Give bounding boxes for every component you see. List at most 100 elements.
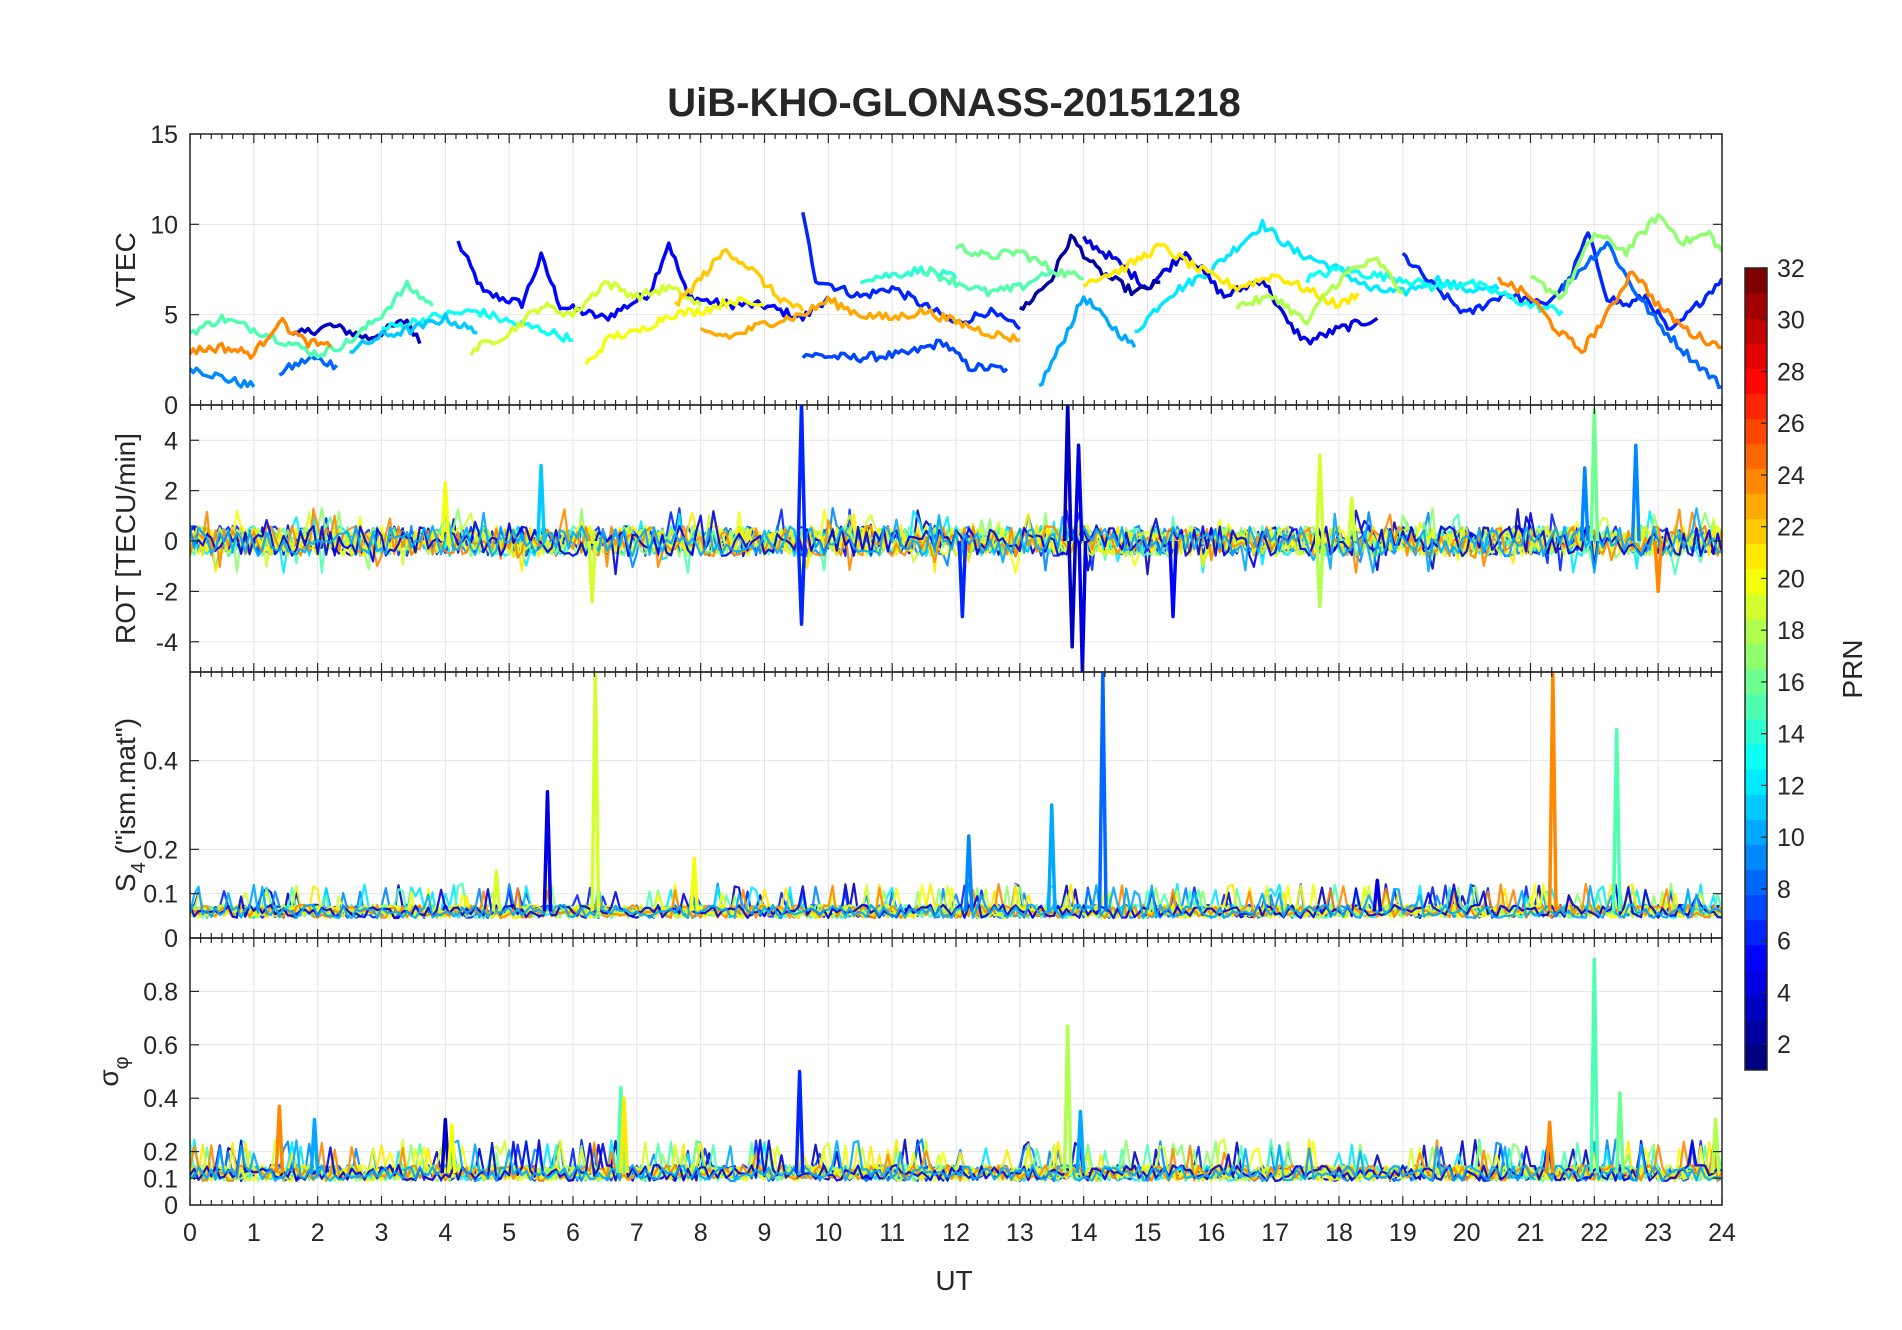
series-line — [1082, 242, 1360, 309]
series-line — [673, 248, 805, 312]
data-spike — [1075, 1109, 1086, 1174]
data-spike — [1630, 443, 1641, 542]
series-line — [380, 307, 574, 343]
data-spike — [1346, 496, 1357, 542]
x-tick-label: 2 — [311, 1219, 325, 1247]
colorbar-segment — [1745, 293, 1767, 319]
x-axis-label: UT — [935, 1265, 972, 1296]
data-spike — [590, 672, 601, 912]
series-line — [699, 295, 1020, 343]
series-line — [469, 280, 703, 356]
series-line — [801, 211, 1022, 331]
series-line — [1401, 231, 1722, 331]
y-tick-label: 10 — [150, 211, 178, 239]
series-line — [190, 1139, 1722, 1182]
plot-area — [190, 957, 1722, 1183]
colorbar-segment — [1745, 268, 1767, 294]
y-tick-label: 2 — [164, 478, 178, 506]
colorbar-label: PRN — [1837, 639, 1868, 698]
series-line — [349, 312, 478, 354]
plot-area — [190, 211, 1722, 390]
x-tick-label: 14 — [1070, 1219, 1098, 1247]
colorbar-segment — [1745, 543, 1767, 570]
series-line — [801, 338, 1009, 374]
y-tick-label: -2 — [156, 578, 178, 606]
colorbar-segment — [1745, 593, 1767, 620]
x-tick-label: 23 — [1644, 1219, 1672, 1247]
colorbar-segment — [1745, 994, 1767, 1021]
x-tick-label: 18 — [1325, 1219, 1353, 1247]
colorbar-tick-label: 2 — [1777, 1031, 1791, 1059]
series-line — [859, 265, 958, 285]
colorbar-segment — [1745, 1044, 1767, 1071]
data-spike — [796, 405, 807, 542]
series-line — [190, 279, 434, 360]
colorbar-tick-label: 18 — [1777, 617, 1805, 645]
colorbar-tick-label: 20 — [1777, 565, 1805, 593]
data-spike — [1614, 1091, 1625, 1174]
ticks — [189, 672, 1723, 939]
y-tick-label: 0.4 — [143, 748, 178, 776]
x-tick-label: 5 — [502, 1219, 516, 1247]
colorbar-segment — [1745, 393, 1767, 419]
series-line — [1019, 233, 1161, 311]
data-spike — [1653, 540, 1664, 594]
series-line — [190, 1139, 1722, 1183]
series-line — [954, 243, 1084, 281]
colorbar-segment — [1745, 744, 1767, 770]
series-line — [190, 1139, 1722, 1183]
series-line — [291, 318, 422, 345]
panel-rot: -4 -2 0 2 4 ROT [TECU/min] — [110, 404, 1723, 673]
data-spike — [1097, 672, 1108, 912]
colorbar-segment — [1745, 794, 1767, 820]
data-spike — [1314, 540, 1325, 609]
y-tick-label: 0 — [164, 1192, 178, 1220]
colorbar-segment — [1745, 869, 1767, 896]
y-axis-label-rest: ("ism.mat") — [110, 718, 141, 862]
y-axis-label-main: S — [110, 873, 141, 892]
x-tick-label: 11 — [879, 1219, 905, 1247]
colorbar-tick-label: 8 — [1777, 876, 1791, 904]
colorbar-tick-label: 16 — [1777, 669, 1805, 697]
y-tick-label: 15 — [150, 121, 178, 149]
data-spike — [1544, 1120, 1555, 1174]
series-line — [278, 354, 339, 377]
y-tick-label: 0 — [164, 925, 178, 953]
series-line — [190, 507, 1722, 574]
data-spike — [1062, 405, 1073, 542]
y-tick-label: 0.1 — [143, 1165, 178, 1193]
colorbar-tick-label: 22 — [1777, 514, 1805, 542]
data-spike — [542, 789, 553, 912]
data-spike — [1372, 878, 1383, 912]
x-tick-label: 20 — [1453, 1219, 1481, 1247]
colorbar-segment — [1745, 568, 1767, 595]
x-tick-label: 1 — [247, 1219, 261, 1247]
x-tick-label: 8 — [694, 1219, 708, 1247]
series-line — [584, 295, 766, 366]
x-tick-label: 16 — [1197, 1219, 1225, 1247]
series-line — [190, 366, 256, 389]
colorbar-segment — [1745, 493, 1767, 520]
y-tick-label: 0.4 — [143, 1085, 178, 1113]
y-axis-label-sub: 4 — [128, 862, 150, 873]
x-tick-label: 19 — [1389, 1219, 1417, 1247]
colorbar-segment — [1745, 368, 1767, 394]
colorbar-segment — [1745, 969, 1767, 996]
y-tick-label: 0.2 — [143, 836, 178, 864]
series-line — [1082, 235, 1379, 346]
data-spike — [1062, 1024, 1073, 1173]
colorbar-segment — [1745, 343, 1767, 369]
panel-vtec: 0 5 10 15 VTEC — [110, 121, 1723, 420]
data-spike — [309, 1117, 320, 1174]
x-tick-label: 21 — [1517, 1219, 1545, 1247]
y-axis-label: ROT [TECU/min] — [110, 433, 141, 644]
y-tick-label: -4 — [156, 629, 178, 657]
data-spike — [1168, 540, 1178, 619]
colorbar-segment — [1745, 719, 1767, 745]
data-spike — [1547, 672, 1558, 912]
y-tick-label: 0 — [164, 392, 178, 420]
